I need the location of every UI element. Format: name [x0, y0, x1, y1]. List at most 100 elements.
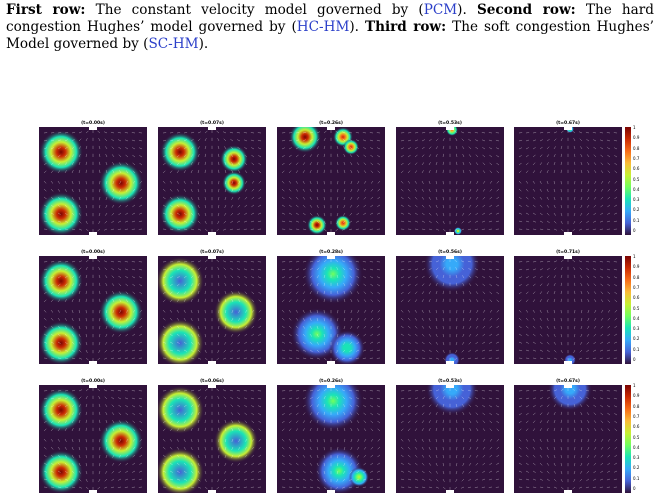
velocity-arrow [125, 454, 129, 458]
velocity-arrow [258, 341, 262, 344]
velocity-arrow [323, 290, 325, 295]
velocity-arrow [414, 420, 418, 424]
velocity-arrow [532, 349, 537, 352]
velocity-arrow [216, 486, 220, 490]
velocity-arrow [614, 147, 618, 150]
velocity-arrow [231, 162, 234, 166]
exit-door [327, 127, 335, 130]
velocity-arrow [614, 155, 618, 158]
velocity-arrow [475, 454, 479, 458]
velocity-arrow [489, 462, 493, 466]
velocity-arrow [132, 428, 136, 432]
velocity-arrow [237, 462, 241, 466]
velocity-arrow [469, 412, 472, 416]
velocity-arrow [197, 275, 200, 279]
velocity-arrow [463, 180, 465, 185]
velocity-arrow [316, 333, 319, 337]
velocity-arrow [476, 317, 479, 321]
velocity-arrow [400, 325, 404, 329]
velocity-arrow [295, 162, 299, 166]
velocity-arrow [518, 470, 522, 473]
colorbar-tick-label: 0.1 [633, 217, 640, 223]
velocity-arrow [64, 275, 68, 279]
velocity-arrow [111, 478, 115, 481]
velocity-arrow [593, 462, 597, 466]
velocity-arrow [162, 333, 166, 336]
velocity-arrow [488, 397, 493, 400]
velocity-arrow [456, 161, 458, 166]
velocity-arrow [532, 478, 537, 481]
velocity-arrow [496, 204, 500, 207]
velocity-arrow [593, 275, 597, 279]
velocity-arrow [342, 267, 346, 271]
velocity-arrow [435, 196, 438, 201]
velocity-arrow [288, 325, 292, 329]
velocity-arrow [400, 405, 404, 408]
velocity-arrow [190, 454, 193, 458]
velocity-arrow [138, 397, 143, 400]
velocity-arrow [525, 291, 529, 295]
velocity-arrow [323, 153, 325, 158]
velocity-arrow [336, 138, 339, 142]
velocity-arrow [607, 154, 611, 158]
velocity-arrow [50, 428, 54, 432]
velocity-arrow [400, 204, 404, 207]
row2-ref-link[interactable]: HC-HM [296, 19, 350, 35]
density-blob [39, 130, 83, 174]
row3-ref-link[interactable]: SC-HM [148, 36, 199, 52]
velocity-arrow [323, 388, 327, 392]
velocity-arrow [599, 261, 604, 263]
velocity-arrow [288, 428, 292, 432]
velocity-arrow [64, 291, 68, 295]
velocity-arrow [532, 462, 536, 466]
velocity-arrow [64, 132, 69, 134]
velocity-arrow [85, 486, 89, 490]
velocity-arrow [231, 299, 234, 303]
velocity-arrow [105, 275, 108, 279]
velocity-arrow [139, 204, 143, 207]
velocity-arrow [553, 333, 556, 337]
velocity-arrow [251, 470, 255, 473]
velocity-arrow [139, 196, 143, 200]
velocity-arrow [435, 260, 440, 263]
velocity-arrow [244, 299, 248, 303]
velocity-arrow [309, 317, 312, 321]
velocity-arrow [131, 478, 136, 481]
velocity-arrow [169, 412, 173, 416]
velocity-arrow [169, 333, 173, 337]
velocity-arrow [132, 438, 136, 442]
velocity-arrow [462, 169, 465, 174]
velocity-arrow [414, 390, 419, 392]
velocity-arrow [488, 220, 493, 223]
colorbar-tick-label: 0.3 [633, 197, 640, 203]
velocity-arrow [593, 146, 597, 150]
velocity-arrow [400, 349, 405, 352]
velocity-arrow [105, 333, 108, 337]
colorbar-tick-label: 0.9 [633, 393, 640, 399]
velocity-arrow [456, 333, 458, 338]
velocity-arrow [532, 486, 537, 488]
velocity-arrow [586, 212, 590, 216]
velocity-arrow [342, 138, 346, 142]
velocity-arrow [525, 341, 529, 344]
velocity-arrow [295, 147, 299, 150]
velocity-arrow [337, 454, 339, 459]
velocity-arrow [288, 268, 293, 271]
velocity-arrow [496, 428, 500, 432]
velocity-arrow [78, 161, 81, 166]
velocity-arrow [197, 228, 202, 231]
velocity-arrow [377, 155, 381, 158]
velocity-arrow [553, 283, 556, 287]
velocity-arrow [525, 405, 529, 408]
velocity-arrow [435, 161, 438, 166]
velocity-arrow [467, 486, 472, 489]
velocity-arrow [139, 212, 143, 215]
velocity-arrow [64, 397, 68, 400]
velocity-arrow [105, 325, 108, 330]
velocity-arrow [257, 268, 262, 271]
velocity-arrow [518, 341, 522, 344]
velocity-arrow [197, 196, 200, 201]
velocity-arrow [580, 204, 583, 208]
row1-ref-link[interactable]: PCM [423, 2, 458, 18]
velocity-arrow [546, 220, 550, 223]
